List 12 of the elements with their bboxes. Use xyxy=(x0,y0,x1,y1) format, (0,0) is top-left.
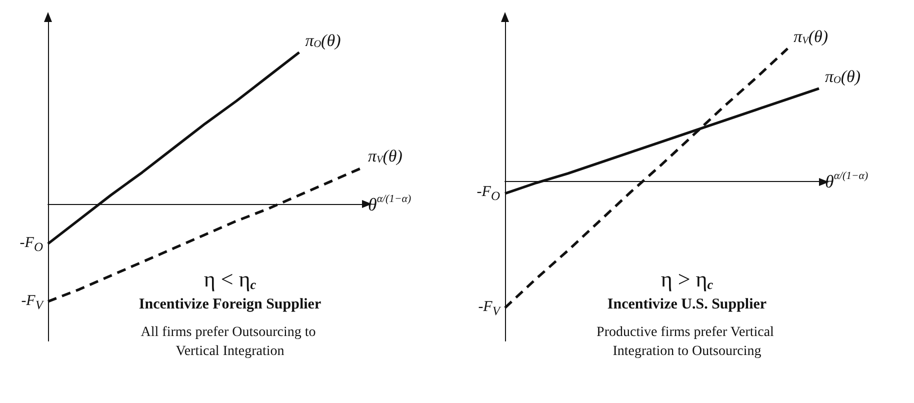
text: -F$_{O}$ xyxy=(20,234,43,256)
text: Incentivize U.S. Supplier xyxy=(607,296,767,312)
text: -F$_{O}$ xyxy=(476,183,500,206)
series-label: πV(θ) xyxy=(794,27,828,46)
series-label: πO(θ) xyxy=(305,30,342,50)
text: -F$_{V}$ xyxy=(478,298,500,320)
text: -F$_{V}$ xyxy=(21,292,43,314)
text: All firms prefer Outsourcing to Vertical Integration xyxy=(140,325,320,359)
series-label: πO(θ) xyxy=(825,66,861,86)
text: Productive firms prefer Vertical Integration to Outsourcing xyxy=(596,325,778,359)
text: Incentivize Foreign Supplier xyxy=(138,296,322,312)
series-label: πV(θ) xyxy=(368,146,403,166)
